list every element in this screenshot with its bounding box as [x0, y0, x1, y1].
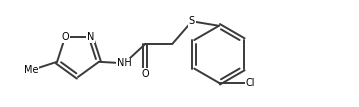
- Text: S: S: [189, 16, 195, 26]
- Text: O: O: [61, 32, 69, 42]
- Text: NH: NH: [117, 58, 132, 68]
- Text: Cl: Cl: [246, 78, 255, 88]
- Text: O: O: [141, 69, 149, 79]
- Text: Me: Me: [24, 65, 39, 75]
- Text: N: N: [87, 32, 95, 42]
